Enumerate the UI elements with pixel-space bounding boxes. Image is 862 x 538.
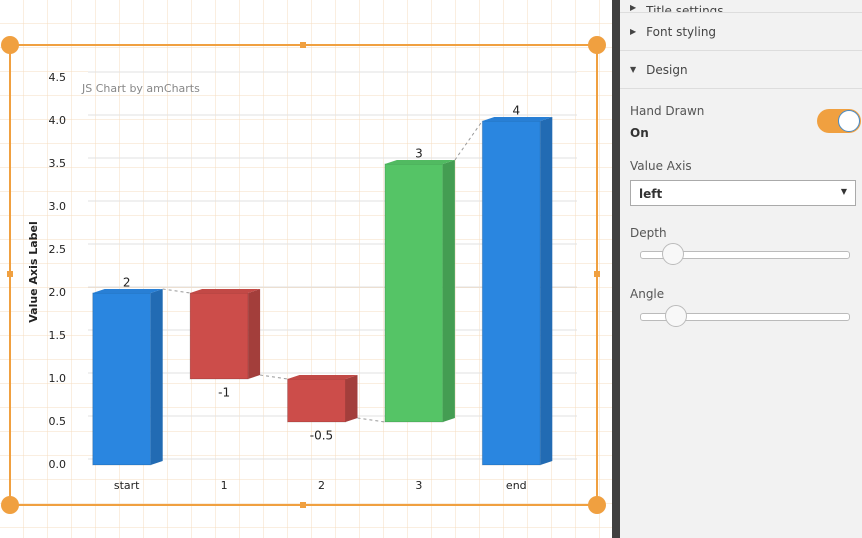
bar — [384, 163, 444, 423]
toggle[interactable] — [817, 109, 861, 133]
y-axis-label: Value Axis Label — [27, 221, 40, 323]
y-tick-label: 4.5 — [49, 71, 67, 84]
data-label: -0.5 — [310, 429, 333, 443]
plot: 0.0 0.5 1.0 1.5 2.0 2.5 3.0 3.5 4.0 4.5 2 start -1 1 -… — [49, 71, 577, 492]
bar-side — [345, 375, 358, 422]
bar-side — [150, 289, 163, 465]
section-header[interactable]: ▶ Title settings — [620, 0, 862, 13]
y-tick-label: 3.0 — [49, 200, 67, 213]
section-header[interactable]: ▼ Design — [620, 51, 862, 89]
bar-top — [92, 289, 163, 293]
bar-top — [384, 160, 455, 164]
watermark: JS Chart by amCharts — [81, 82, 200, 95]
bar-top — [287, 375, 358, 379]
bar — [189, 292, 249, 380]
data-label: -1 — [218, 386, 230, 400]
slider[interactable] — [640, 313, 850, 321]
dropdown-value: left — [639, 187, 663, 201]
x-tick-label: end — [506, 479, 527, 492]
chart: JS Chart by amCharts Value Axis Label 0.… — [0, 0, 612, 538]
field-label: Value Axis — [630, 159, 692, 173]
toggle-label: Hand Drawn — [630, 104, 705, 118]
bar — [92, 292, 152, 466]
toggle-state: On — [630, 126, 649, 140]
y-tick-label: 0.5 — [49, 415, 67, 428]
slider-label: Angle — [630, 287, 665, 301]
bar — [481, 120, 541, 466]
connector — [357, 417, 385, 423]
y-tick-label: 3.5 — [49, 157, 67, 170]
x-tick-label: start — [114, 479, 140, 492]
data-label: 4 — [512, 104, 520, 118]
section-title: Design — [646, 62, 688, 77]
bar-top — [482, 117, 553, 121]
section-title: Title settings — [646, 4, 724, 13]
bar-top — [190, 289, 261, 293]
x-tick-label: 1 — [221, 479, 228, 492]
bar-side — [248, 289, 261, 379]
slider-label: Depth — [630, 226, 667, 240]
connector — [454, 120, 483, 161]
data-label: 2 — [123, 276, 131, 290]
bar-side — [442, 160, 455, 422]
splitter — [612, 0, 620, 538]
section-header[interactable]: ▶ Font styling — [620, 13, 862, 51]
properties-panel: ▶ Title settings ▶ Font styling ▼ Design Ha… — [620, 0, 862, 538]
y-tick-label: 0.0 — [49, 458, 67, 471]
y-tick-label: 1.5 — [49, 329, 67, 342]
dropdown[interactable]: left ▼ — [630, 180, 856, 206]
slider-knob[interactable] — [662, 243, 684, 265]
handles — [1, 36, 606, 514]
section-title: Font styling — [646, 24, 717, 39]
y-tick-label: 1.0 — [49, 372, 67, 385]
bar-side — [540, 117, 553, 465]
x-tick-label: 2 — [318, 479, 325, 492]
y-tick-label: 2.5 — [49, 243, 67, 256]
connector — [162, 288, 191, 294]
x-tick-label: 3 — [415, 479, 422, 492]
data-label: 3 — [415, 147, 423, 161]
y-tick-label: 4.0 — [49, 114, 67, 127]
slider[interactable] — [640, 251, 850, 259]
connector — [260, 374, 288, 380]
y-tick-label: 2.0 — [49, 286, 67, 299]
slider-knob[interactable] — [665, 305, 687, 327]
bar — [287, 378, 346, 423]
